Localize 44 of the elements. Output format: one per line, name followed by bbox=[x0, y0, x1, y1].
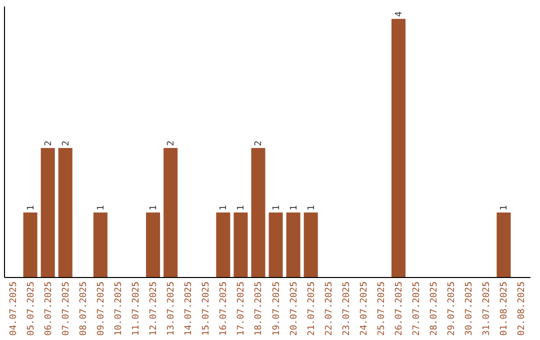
x-tick-label: 31.07.2025 bbox=[482, 282, 492, 336]
x-tick-label: 29.07.2025 bbox=[447, 282, 458, 336]
data-label: 2 bbox=[166, 140, 177, 146]
x-tick-label: 20.07.2025 bbox=[289, 282, 300, 336]
x-tick-label: 21.07.2025 bbox=[306, 282, 317, 336]
x-tick-label: 18.07.2025 bbox=[254, 282, 264, 336]
x-tick-label: 04.07.2025 bbox=[8, 282, 19, 336]
x-tick-label: 15.07.2025 bbox=[202, 282, 212, 336]
x-tick-label: 07.07.2025 bbox=[61, 282, 72, 336]
data-label: 4 bbox=[394, 11, 404, 17]
x-tick-label: 11.07.2025 bbox=[132, 282, 142, 336]
x-tick-label: 19.07.2025 bbox=[272, 282, 282, 336]
x-tick-label: 12.07.2025 bbox=[149, 282, 160, 336]
x-tick-label: 24.07.2025 bbox=[359, 282, 370, 336]
data-label: 1 bbox=[236, 205, 247, 210]
x-tick-label: 14.07.2025 bbox=[184, 282, 194, 336]
data-label: 1 bbox=[149, 205, 160, 210]
data-label: 1 bbox=[96, 205, 106, 210]
x-tick-label: 22.07.2025 bbox=[324, 282, 334, 336]
data-label: 1 bbox=[272, 205, 282, 210]
data-label: 2 bbox=[254, 140, 264, 146]
x-tick-label: 30.07.2025 bbox=[464, 282, 475, 336]
x-tick-label: 08.07.2025 bbox=[78, 282, 89, 336]
x-tick-label: 27.07.2025 bbox=[412, 282, 422, 336]
x-tick-label: 01.08.2025 bbox=[500, 282, 510, 336]
x-tick-label: 09.07.2025 bbox=[96, 282, 106, 336]
x-tick-label: 06.07.2025 bbox=[44, 282, 54, 336]
data-label: 1 bbox=[26, 205, 36, 210]
x-tick-label: 26.07.2025 bbox=[394, 282, 404, 336]
x-tick-label: 02.08.2025 bbox=[517, 282, 528, 336]
x-tick-label: 17.07.2025 bbox=[236, 282, 247, 336]
x-tick-label: 28.07.2025 bbox=[430, 282, 440, 336]
x-tick-label: 23.07.2025 bbox=[342, 282, 352, 336]
x-tick-label: 10.07.2025 bbox=[114, 282, 124, 336]
data-label: 2 bbox=[44, 140, 54, 146]
x-tick-label: 25.07.2025 bbox=[376, 282, 387, 336]
data-label: 2 bbox=[61, 140, 72, 146]
data-label: 1 bbox=[500, 205, 510, 210]
x-tick-label: 16.07.2025 bbox=[219, 282, 230, 336]
data-label: 1 bbox=[219, 205, 230, 210]
x-tick-label: 05.07.2025 bbox=[26, 282, 36, 336]
data-label: 1 bbox=[306, 205, 317, 210]
x-tick-label: 13.07.2025 bbox=[166, 282, 177, 336]
data-label: 1 bbox=[289, 205, 300, 210]
